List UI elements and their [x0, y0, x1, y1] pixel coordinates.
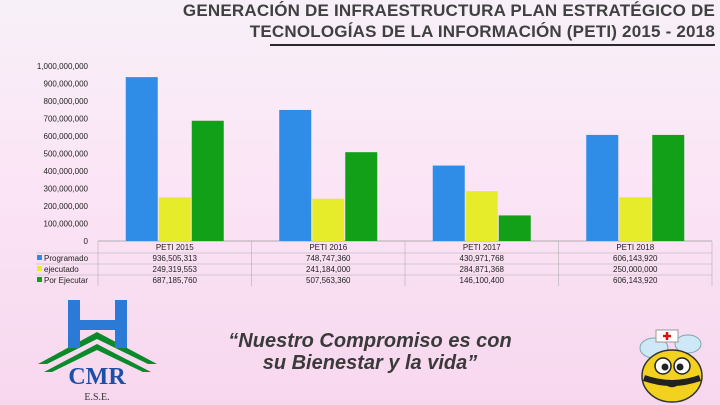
- slogan: “Nuestro Compromiso es con su Bienestar …: [180, 330, 560, 374]
- y-tick-label: 700,000,000: [44, 115, 89, 124]
- data-value-label: 249,319,553: [153, 265, 198, 274]
- logo-letters: CMR: [68, 364, 126, 390]
- bee-mascot-icon: [639, 329, 703, 403]
- bar-programado: [125, 77, 158, 241]
- y-tick-label: 600,000,000: [44, 132, 89, 141]
- chart-title-line2: TECNOLOGÍAS DE LA INFORMACIÓN (PETI) 201…: [249, 22, 715, 41]
- data-value-label: 936,505,313: [153, 254, 198, 263]
- y-tick-label: 400,000,000: [44, 167, 89, 176]
- bar-programado: [586, 134, 619, 241]
- legend-label: Programado: [44, 254, 89, 263]
- category-label: PETI 2016: [309, 243, 347, 252]
- legend-swatch: [37, 255, 42, 260]
- y-tick-label: 1,000,000,000: [37, 62, 89, 71]
- bar-ejecutado: [465, 191, 498, 241]
- data-value-label: 606,143,920: [613, 254, 658, 263]
- legend-label: Por Ejecutar: [44, 276, 88, 285]
- category-label: PETI 2015: [156, 243, 194, 252]
- bar-ejecutado: [158, 197, 191, 241]
- logo-caption: E.S.E.: [84, 392, 109, 403]
- data-value-label: 146,100,400: [460, 276, 505, 285]
- slogan-line1: “Nuestro Compromiso es con: [228, 330, 512, 352]
- y-tick-label: 500,000,000: [44, 150, 89, 159]
- data-value-label: 250,000,000: [613, 265, 658, 274]
- legend-label: ejecutado: [44, 265, 79, 274]
- legend-swatch: [37, 266, 42, 271]
- y-tick-label: 300,000,000: [44, 185, 89, 194]
- y-tick-label: 800,000,000: [44, 97, 89, 106]
- chart-title: GENERACIÓN DE INFRAESTRUCTURA PLAN ESTRA…: [90, 0, 715, 42]
- chart-title-line1: GENERACIÓN DE INFRAESTRUCTURA PLAN ESTRA…: [182, 1, 715, 20]
- legend-swatch: [37, 277, 42, 282]
- y-tick-label: 100,000,000: [44, 220, 89, 229]
- bar-chart: 0 100,000,000 200,000,000 300,000,000 400,00…: [36, 62, 713, 286]
- category-label: PETI 2017: [463, 243, 501, 252]
- bar-por-ejecutar: [652, 134, 685, 241]
- hcmr-logo: H CMR E.S.E.: [38, 300, 157, 403]
- category-label: PETI 2018: [616, 243, 654, 252]
- data-value-label: 284,871,368: [460, 265, 505, 274]
- bar-por-ejecutar: [345, 152, 378, 241]
- data-value-label: 241,184,000: [306, 265, 351, 274]
- data-value-label: 748,747,360: [306, 254, 351, 263]
- bar-ejecutado: [312, 198, 345, 241]
- bar-por-ejecutar: [191, 120, 224, 241]
- y-tick-label: 900,000,000: [44, 80, 89, 89]
- bar-programado: [279, 109, 312, 241]
- y-tick-label: 200,000,000: [44, 202, 89, 211]
- bar-por-ejecutar: [498, 215, 531, 241]
- data-value-label: 507,563,360: [306, 276, 351, 285]
- bar-programado: [432, 165, 465, 241]
- data-value-label: 687,185,760: [153, 276, 198, 285]
- data-value-label: 430,971,768: [460, 254, 505, 263]
- slogan-line2: su Bienestar y la vida”: [262, 352, 478, 374]
- title-underline: [270, 44, 715, 46]
- data-value-label: 606,143,920: [613, 276, 658, 285]
- y-tick-label: 0: [84, 237, 89, 246]
- bar-ejecutado: [619, 197, 652, 241]
